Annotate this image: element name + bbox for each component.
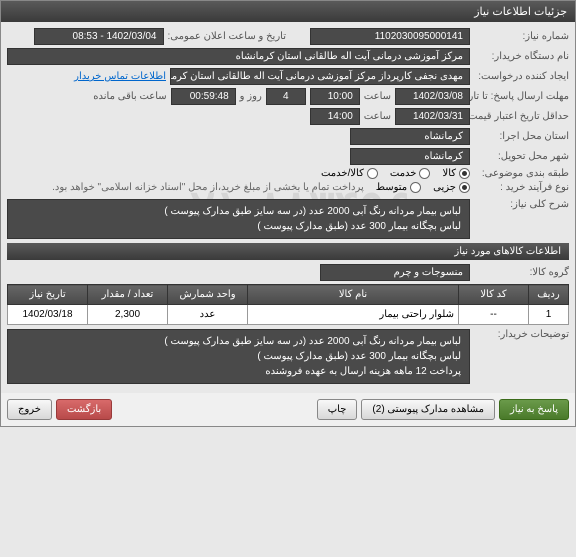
main-window: جزئیات اطلاعات نیاز ۰۲۱-۸۸۳۴۹۶ شماره نیا… <box>0 0 576 427</box>
row-group: گروه کالا: منسوجات و چرم <box>7 264 569 281</box>
process-label: نوع فرآیند خرید : <box>474 182 569 193</box>
row-category: طبقه بندی موضوعی: کالا خدمت کالا/خدمت <box>7 168 569 179</box>
row-validity: حداقل تاریخ اعتبار قیمت: تا تاریخ: 1402/… <box>7 108 569 125</box>
buyer-notes-2: لباس بچگانه بیمار 300 عدد (طبق مدارک پیو… <box>16 349 461 364</box>
buyer-label: نام دستگاه خریدار: <box>474 51 569 62</box>
category-label: طبقه بندی موضوعی: <box>474 168 569 179</box>
buyer-notes-1: لباس بیمار مردانه رنگ آبی 2000 عدد (در س… <box>16 334 461 349</box>
contact-link[interactable]: اطلاعات تماس خریدار <box>74 71 166 82</box>
process-radio-group: جزیی متوسط <box>376 182 470 193</box>
th-qty: تعداد / مقدار <box>88 285 168 305</box>
group-label: گروه کالا: <box>474 267 569 278</box>
row-exec-loc: استان محل اجرا: کرمانشاه <box>7 128 569 145</box>
need-no-label: شماره نیاز: <box>474 31 569 42</box>
row-deadline: مهلت ارسال پاسخ: تا تاریخ: 1402/03/08 سا… <box>7 88 569 105</box>
th-name: نام کالا <box>248 285 459 305</box>
th-code: کد کالا <box>459 285 529 305</box>
radio-partial-icon <box>459 182 470 193</box>
td-name: شلوار راحتی بیمار <box>248 305 459 325</box>
deadline-date-field: 1402/03/08 <box>395 88 470 105</box>
days-label: روز و <box>240 91 262 102</box>
td-unit: عدد <box>168 305 248 325</box>
form: شماره نیاز: 1102030095000141 تاریخ و ساع… <box>7 28 569 384</box>
td-date: 1402/03/18 <box>8 305 88 325</box>
window-titlebar: جزئیات اطلاعات نیاز <box>1 1 575 22</box>
creator-field: مهدی نجفی کارپرداز مرکز آموزشی درمانی آی… <box>170 68 470 85</box>
radio-service-icon <box>419 168 430 179</box>
deadline-time-field: 10:00 <box>310 88 360 105</box>
need-no-field: 1102030095000141 <box>310 28 470 45</box>
row-process: نوع فرآیند خرید : جزیی متوسط پرداخت تمام… <box>7 182 569 193</box>
countdown-field: 00:59:48 <box>171 88 236 105</box>
print-button[interactable]: چاپ <box>317 399 358 420</box>
th-date: تاریخ نیاز <box>8 285 88 305</box>
content-area: ۰۲۱-۸۸۳۴۹۶ شماره نیاز: 1102030095000141 … <box>1 22 575 393</box>
validity-date-field: 1402/03/31 <box>395 108 470 125</box>
td-code: -- <box>459 305 529 325</box>
row-creator: ایجاد کننده درخواست: مهدی نجفی کارپرداز … <box>7 68 569 85</box>
row-buyer-notes: توضیحات خریدار: لباس بیمار مردانه رنگ آب… <box>7 329 569 384</box>
view-docs-button[interactable]: مشاهده مدارک پیوستی (2) <box>361 399 495 420</box>
days-field: 4 <box>266 88 306 105</box>
announce-field: 1402/03/04 - 08:53 <box>34 28 164 45</box>
table-header-row: ردیف کد کالا نام کالا واحد شمارش تعداد /… <box>8 285 569 305</box>
buyer-notes-label: توضیحات خریدار: <box>474 329 569 340</box>
exit-button[interactable]: خروج <box>7 399 52 420</box>
deadline-label: مهلت ارسال پاسخ: تا تاریخ: <box>474 91 569 102</box>
button-bar: پاسخ به نیاز مشاهده مدارک پیوستی (2) چاپ… <box>1 393 575 426</box>
time-label-2: ساعت <box>364 111 391 122</box>
row-deliv-loc: شهر محل تحویل: کرمانشاه <box>7 148 569 165</box>
spacer <box>116 399 313 420</box>
items-section-header: اطلاعات کالاهای مورد نیاز <box>7 243 569 260</box>
radio-partial[interactable]: جزیی <box>433 182 470 193</box>
row-desc: شرح کلی نیاز: لباس بیمار مردانه رنگ آبی … <box>7 199 569 239</box>
radio-medium[interactable]: متوسط <box>376 182 421 193</box>
desc-field: لباس بیمار مردانه رنگ آبی 2000 عدد (در س… <box>7 199 470 239</box>
category-radio-group: کالا خدمت کالا/خدمت <box>321 168 470 179</box>
validity-label: حداقل تاریخ اعتبار قیمت: تا تاریخ: <box>474 111 569 122</box>
radio-both[interactable]: کالا/خدمت <box>321 168 378 179</box>
td-qty: 2,300 <box>88 305 168 325</box>
row-need-no: شماره نیاز: 1102030095000141 تاریخ و ساع… <box>7 28 569 45</box>
buyer-notes-3: پرداخت 12 ماهه هزینه ارسال به عهده فروشن… <box>16 364 461 379</box>
radio-service[interactable]: خدمت <box>390 168 431 179</box>
respond-button[interactable]: پاسخ به نیاز <box>499 399 569 420</box>
exec-loc-label: استان محل اجرا: <box>474 131 569 142</box>
items-table: ردیف کد کالا نام کالا واحد شمارش تعداد /… <box>7 284 569 325</box>
deliv-loc-label: شهر محل تحویل: <box>474 151 569 162</box>
buyer-notes-field: لباس بیمار مردانه رنگ آبی 2000 عدد (در س… <box>7 329 470 384</box>
group-field: منسوجات و چرم <box>320 264 470 281</box>
desc-line-1: لباس بیمار مردانه رنگ آبی 2000 عدد (در س… <box>16 204 461 219</box>
radio-goods-icon <box>459 168 470 179</box>
payment-note: پرداخت تمام یا بخشی از مبلغ خرید،از محل … <box>52 182 364 193</box>
th-unit: واحد شمارش <box>168 285 248 305</box>
time-label-1: ساعت <box>364 91 391 102</box>
deliv-loc-field: کرمانشاه <box>350 148 470 165</box>
radio-medium-icon <box>410 182 421 193</box>
back-button[interactable]: بازگشت <box>56 399 112 420</box>
row-buyer: نام دستگاه خریدار: مرکز آموزشی درمانی آی… <box>7 48 569 65</box>
desc-line-2: لباس بچگانه بیمار 300 عدد (طبق مدارک پیو… <box>16 219 461 234</box>
td-row: 1 <box>529 305 569 325</box>
window-title: جزئیات اطلاعات نیاز <box>474 6 567 18</box>
desc-label: شرح کلی نیاز: <box>474 199 569 210</box>
radio-both-icon <box>367 168 378 179</box>
buyer-field: مرکز آموزشی درمانی آیت اله طالقانی استان… <box>7 48 470 65</box>
announce-label: تاریخ و ساعت اعلان عمومی: <box>168 31 287 42</box>
radio-goods[interactable]: کالا <box>442 168 470 179</box>
validity-time-field: 14:00 <box>310 108 360 125</box>
creator-label: ایجاد کننده درخواست: <box>474 71 569 82</box>
countdown-label: ساعت باقی مانده <box>93 91 166 102</box>
th-row: ردیف <box>529 285 569 305</box>
exec-loc-field: کرمانشاه <box>350 128 470 145</box>
table-row[interactable]: 1 -- شلوار راحتی بیمار عدد 2,300 1402/03… <box>8 305 569 325</box>
